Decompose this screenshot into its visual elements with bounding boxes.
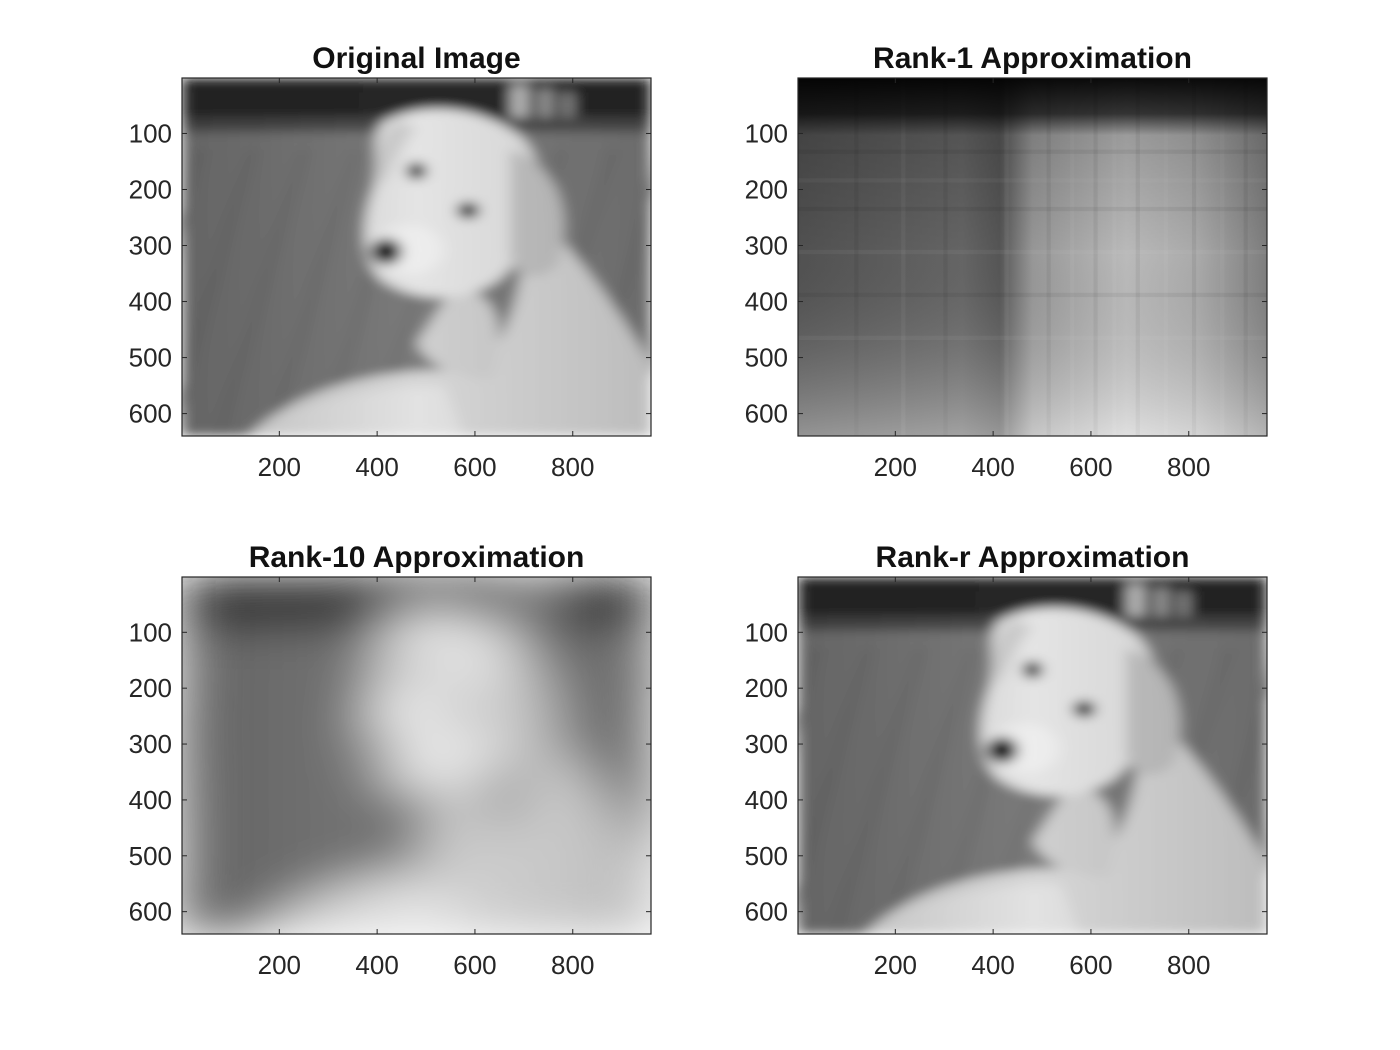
x-tick-label: 400 <box>971 452 1014 482</box>
x-tick-label: 600 <box>1069 452 1112 482</box>
x-tick-label: 400 <box>355 950 398 980</box>
axes-frame <box>181 77 652 437</box>
y-tick-label: 400 <box>745 287 788 317</box>
y-tick-label: 100 <box>745 617 788 647</box>
panel-rank-r: Rank-r Approximation 200 400 600 800 100 200 30… <box>745 541 1268 980</box>
x-tick-label: 800 <box>1167 950 1210 980</box>
x-tick-label: 200 <box>874 452 917 482</box>
image-content <box>798 78 1267 436</box>
x-tick-label: 600 <box>1069 950 1112 980</box>
y-tick-label: 200 <box>745 673 788 703</box>
x-tick-label: 800 <box>551 950 594 980</box>
y-tick-label: 300 <box>745 729 788 759</box>
x-tick-label: 800 <box>551 452 594 482</box>
panel-title: Rank-1 Approximation <box>873 42 1192 75</box>
x-tick-label: 200 <box>258 452 301 482</box>
axes-frame <box>181 576 652 935</box>
axes-frame <box>797 77 1268 437</box>
panel-original: Original Image 200 400 600 800 100 200 300 400 50… <box>129 42 652 482</box>
image-content <box>182 78 651 436</box>
x-tick-label: 800 <box>1167 452 1210 482</box>
x-tick-label: 600 <box>453 452 496 482</box>
y-tick-label: 200 <box>745 174 788 204</box>
y-tick-label: 500 <box>129 343 172 373</box>
x-tick-label: 400 <box>971 950 1014 980</box>
y-tick-label: 200 <box>129 673 172 703</box>
y-tick-label: 300 <box>745 231 788 261</box>
panel-rank-10: Rank-10 Approximation 200 400 600 800 100 200 3… <box>129 541 652 980</box>
y-tick-label: 400 <box>129 785 172 815</box>
panel-title: Original Image <box>312 42 520 75</box>
x-tick-label: 200 <box>258 950 301 980</box>
x-tick-label: 400 <box>355 452 398 482</box>
y-tick-label: 300 <box>129 729 172 759</box>
axes-frame <box>797 576 1268 935</box>
y-tick-label: 100 <box>129 118 172 148</box>
panel-title: Rank-10 Approximation <box>249 541 585 574</box>
y-tick-label: 300 <box>129 231 172 261</box>
y-tick-label: 500 <box>745 343 788 373</box>
y-tick-label: 400 <box>745 785 788 815</box>
image-content <box>798 577 1267 934</box>
y-tick-label: 600 <box>745 399 788 429</box>
panel-title: Rank-r Approximation <box>876 541 1190 574</box>
y-tick-label: 600 <box>745 897 788 927</box>
panel-rank-1: Rank-1 Approximation 200 400 600 800 100 200 30… <box>745 42 1268 482</box>
y-tick-label: 600 <box>129 399 172 429</box>
y-tick-label: 100 <box>745 118 788 148</box>
y-tick-label: 500 <box>129 841 172 871</box>
image-content <box>182 577 651 934</box>
y-tick-label: 500 <box>745 841 788 871</box>
x-tick-label: 200 <box>874 950 917 980</box>
y-tick-label: 600 <box>129 897 172 927</box>
y-tick-label: 200 <box>129 174 172 204</box>
y-tick-label: 400 <box>129 287 172 317</box>
y-tick-label: 100 <box>129 617 172 647</box>
x-tick-label: 600 <box>453 950 496 980</box>
